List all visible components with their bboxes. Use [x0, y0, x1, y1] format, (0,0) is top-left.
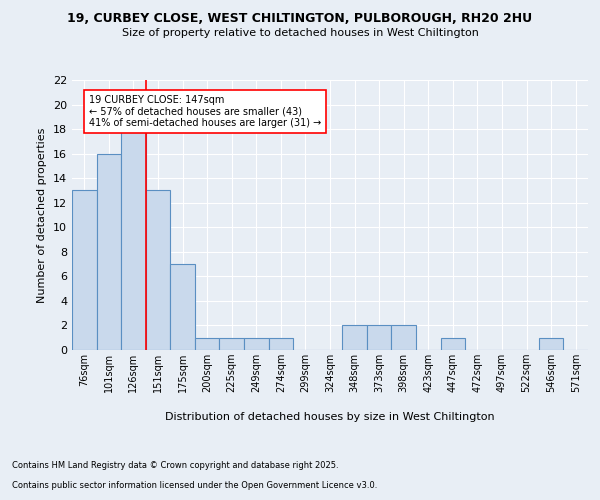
Text: Size of property relative to detached houses in West Chiltington: Size of property relative to detached ho… — [122, 28, 478, 38]
Text: 19, CURBEY CLOSE, WEST CHILTINGTON, PULBOROUGH, RH20 2HU: 19, CURBEY CLOSE, WEST CHILTINGTON, PULB… — [67, 12, 533, 26]
Bar — [170, 264, 195, 350]
Bar — [72, 190, 97, 350]
Bar — [146, 190, 170, 350]
Bar — [391, 326, 416, 350]
Text: Contains HM Land Registry data © Crown copyright and database right 2025.: Contains HM Land Registry data © Crown c… — [12, 461, 338, 470]
Bar — [97, 154, 121, 350]
Bar — [269, 338, 293, 350]
Text: 19 CURBEY CLOSE: 147sqm
← 57% of detached houses are smaller (43)
41% of semi-de: 19 CURBEY CLOSE: 147sqm ← 57% of detache… — [89, 94, 321, 128]
Y-axis label: Number of detached properties: Number of detached properties — [37, 128, 47, 302]
Bar — [195, 338, 220, 350]
Bar — [220, 338, 244, 350]
Bar — [367, 326, 391, 350]
Text: Distribution of detached houses by size in West Chiltington: Distribution of detached houses by size … — [165, 412, 495, 422]
Text: Contains public sector information licensed under the Open Government Licence v3: Contains public sector information licen… — [12, 481, 377, 490]
Bar — [539, 338, 563, 350]
Bar — [121, 129, 146, 350]
Bar — [342, 326, 367, 350]
Bar — [440, 338, 465, 350]
Bar — [244, 338, 269, 350]
